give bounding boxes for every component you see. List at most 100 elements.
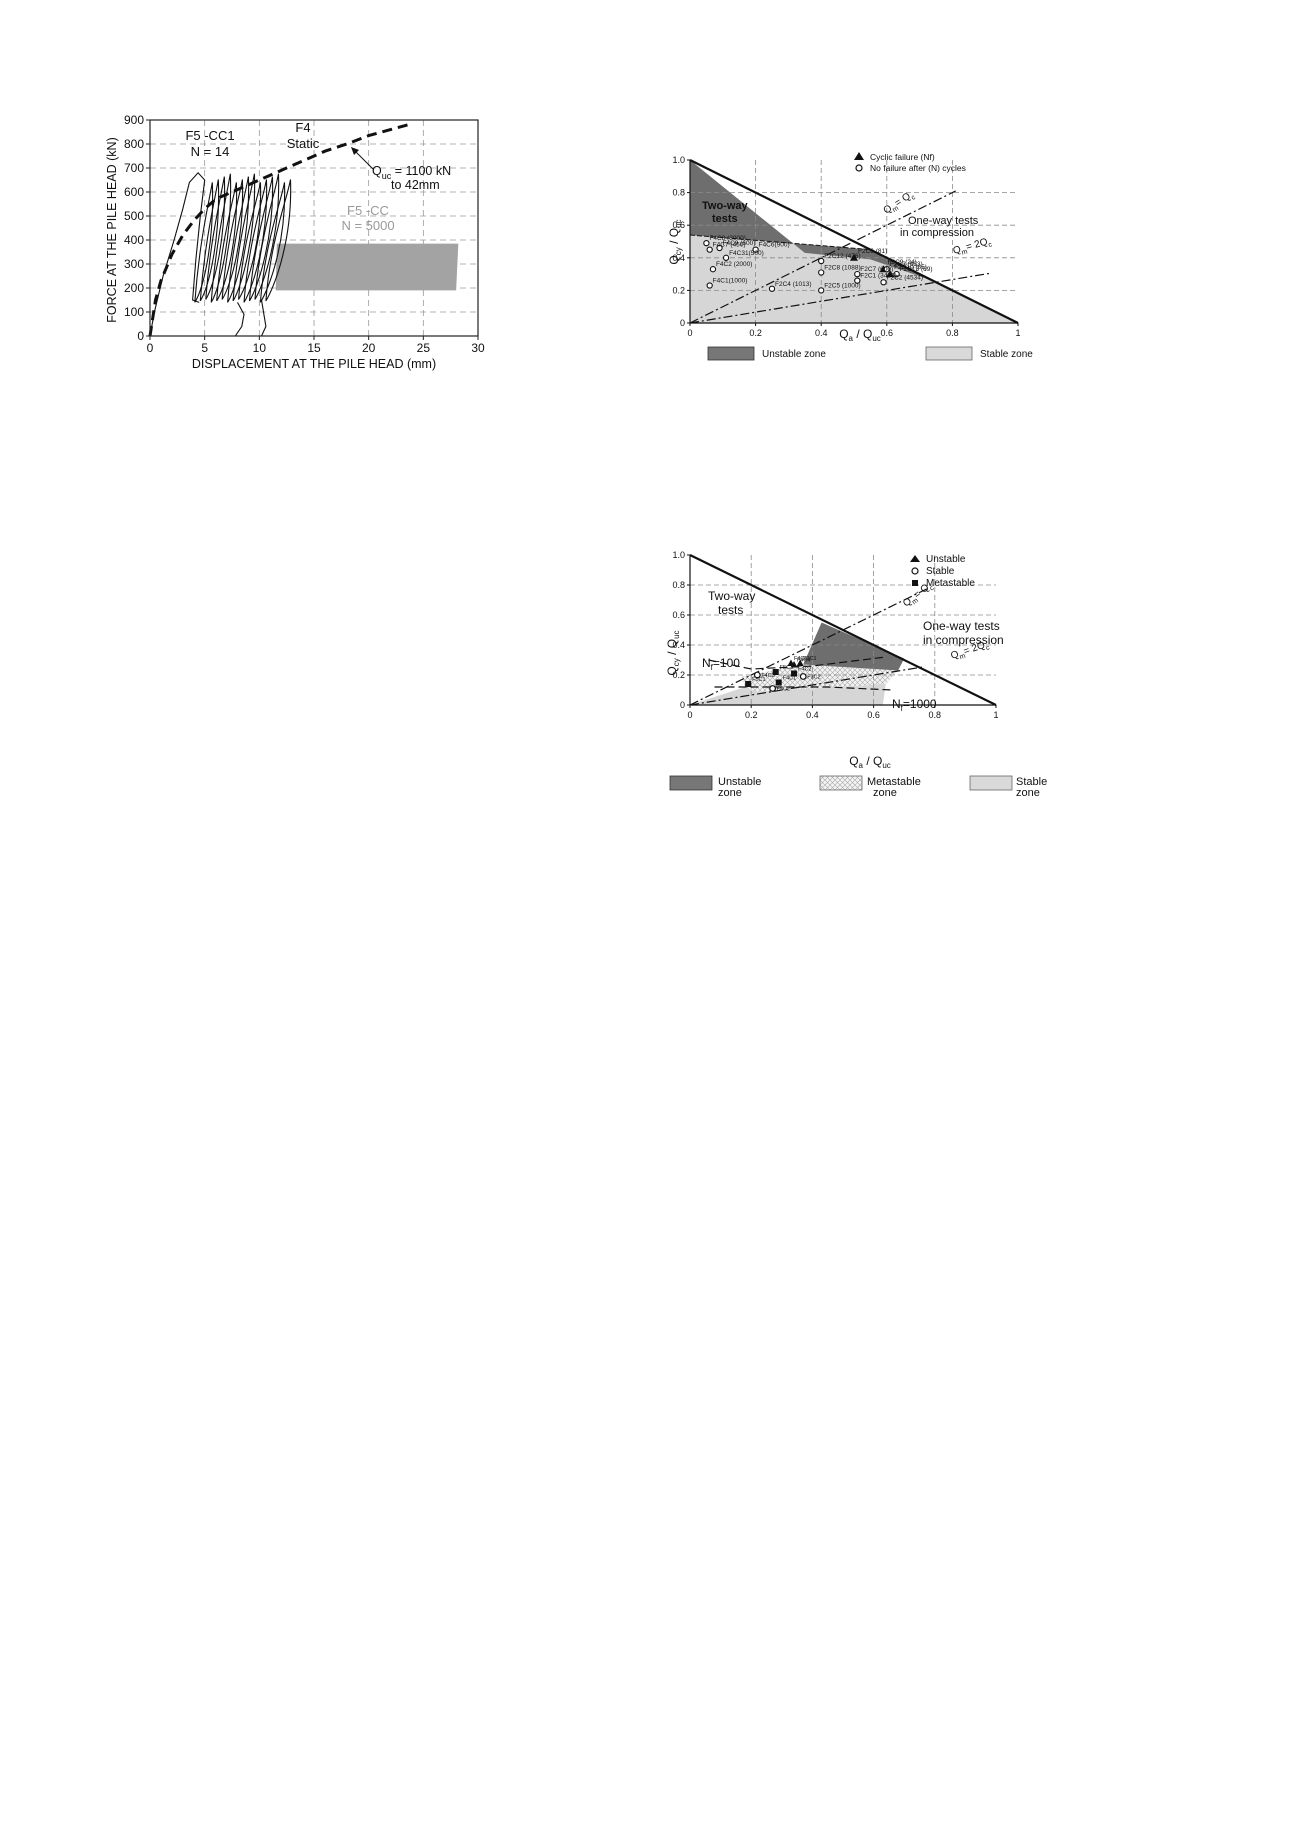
no-failure-point [716,244,723,252]
chart3-nf100-line [708,656,886,670]
cc1-cycle-loop [232,173,256,302]
chart1-y-tick-label: 700 [124,161,144,175]
cc1-cycle-loop [227,176,250,303]
cc-shaded-band [275,243,459,291]
no-failure-point-label: F2C13 (69) [900,266,933,273]
legend-unstable-marker [910,555,920,562]
chart1-cyclic-loops [149,171,292,337]
chart1-x-tick-label: 30 [471,341,485,355]
c2-x-tick-label: 0.6 [881,328,894,338]
chart3-stable-zone [690,684,886,705]
chart1-x-tick-label: 25 [417,341,431,355]
metastable-point [791,670,798,677]
c2-line-qm-qc [689,190,956,324]
failure-point [850,253,858,261]
metastable-point-label: F4C1 [783,676,796,682]
legend-metastable-zone-swatch [819,775,863,791]
chart2-x-label: Qa / Quc [839,327,881,343]
no-failure-point [703,239,710,247]
chart2-points [703,239,900,294]
chart3-region-two-way: Two-way tests [708,589,755,617]
chart3-unstable-zone [803,622,905,671]
legend-stable-label: Stable [926,566,955,577]
legend-cyclic-failure-marker [854,152,864,160]
legend-stable-zone-label: Stable zone [980,349,1033,360]
c3-y-tick-label: 0 [680,700,685,710]
c2-x-tick-label: 0.2 [749,328,762,338]
c3-x-tick-label: 1 [993,710,998,720]
chart2-y-ticks: 0 0.2 0.4 0.6 0.8 1.0 [672,155,690,328]
no-failure-point-label: F2C2 (4534) [887,274,924,281]
chart3-x-label: Qa / Quc [849,754,891,770]
no-failure-point-label: F4C8 (3000) [709,235,746,242]
legend-metastable-label: Metastable [926,578,975,589]
c3-x-tick-label: 0.6 [867,710,880,720]
chart1-x-tick-label: 0 [147,341,154,355]
chart3-y-ticks: 0 0.2 0.4 0.6 0.8 1.0 [672,550,690,710]
chart3-region-one-way: One-way tests in compression [923,619,1004,647]
quc-annotation: Quc = 1100 kN [372,164,451,181]
cc1-series-name: F5 -CC1 [185,128,234,143]
no-failure-point-label: F4C6(900) [759,242,790,249]
no-failure-point-label: F2C7 (600) [860,266,893,273]
chart3-zones [690,622,905,705]
c3-x-tick-label: 0.4 [806,710,819,720]
stable-point-label: F3C2 [807,675,820,681]
no-failure-point [706,282,713,289]
stable-point [769,685,777,692]
no-failure-point-label: F2C4 (1013) [775,281,812,288]
stable-point [753,671,761,679]
chart1-shaded-band [275,243,459,291]
chart1-y-tick-label: 100 [124,305,144,319]
chart1-y-label: FORCE AT THE PILE HEAD (kN) [105,137,119,322]
legend-unstable-zone-label: Unstable zone [762,349,826,360]
chart1-x-tick-label: 15 [307,341,321,355]
cc1-cycle-loop [210,173,232,303]
chart1-x-tick-label: 5 [201,341,208,355]
c2-x-tick-label: 0.4 [815,328,828,338]
cc1-cycle-loop [243,179,268,303]
c3-y-tick-label: 0.8 [672,580,685,590]
stable-point-label: F4C3 [761,673,774,679]
chart3-lines [689,554,997,706]
no-failure-point-label: F2C5 (1000) [824,282,861,289]
no-failure-point [854,270,861,278]
chart2-lines [689,159,1019,324]
cc1-cycle-count: N = 14 [191,144,230,159]
c3-y-tick-label: 0.6 [672,610,685,620]
c2-y-tick-label: 0.2 [672,285,685,295]
legend-stable-marker [911,567,919,575]
no-failure-point-label: F4C1(1000) [713,278,748,285]
unstable-point-label: F4C5 [794,656,807,662]
c3-line-qm-2qc [689,666,923,706]
metastable-point-label: F4C2 [798,667,811,673]
chart2-point-labels: F2C6 (81)F2C9 (24)F2C10 (85)F4C8 (3000)F… [709,235,932,289]
failure-point-label: F2C9 (24) [888,259,917,266]
chart2-stable-zone [690,235,1018,323]
c3-x-tick-label: 0 [687,710,692,720]
chart3-label-nf100: Nf=100 [702,656,740,672]
chart1-x-tick-label: 10 [253,341,267,355]
failure-point-label: F2C6 (81) [858,248,887,255]
legend-metastable-marker [912,580,918,586]
quc-arrow-line [353,149,375,171]
metastable-point-label: F5C1 [752,677,765,683]
metastable-point [772,669,779,675]
chart1-y-tick-label: 600 [124,185,144,199]
cc1-cycle-loop [216,182,238,302]
cc1-initial-branch [149,171,206,337]
chart1-x-ticks: 0 5 10 15 20 25 30 [147,336,485,355]
cc1-cycle-loop [259,182,286,303]
no-failure-point [722,254,730,261]
no-failure-point [818,287,825,294]
chart2-y-label: Qcy / Quc [667,219,683,264]
chart3-x-ticks: 0 0.2 0.4 0.6 0.8 1 [687,705,999,720]
no-failure-point [709,266,717,273]
cc1-cycle-loop [254,173,280,300]
unstable-point-label: F4C4 [797,658,810,664]
chart1-y-tick-label: 400 [124,233,144,247]
c2-y-tick-label: 1.0 [672,155,685,165]
cc1-unloading-branch [260,299,267,337]
c3-y-tick-label: 0.2 [672,670,685,680]
cc1-cycle-loop [221,179,244,300]
